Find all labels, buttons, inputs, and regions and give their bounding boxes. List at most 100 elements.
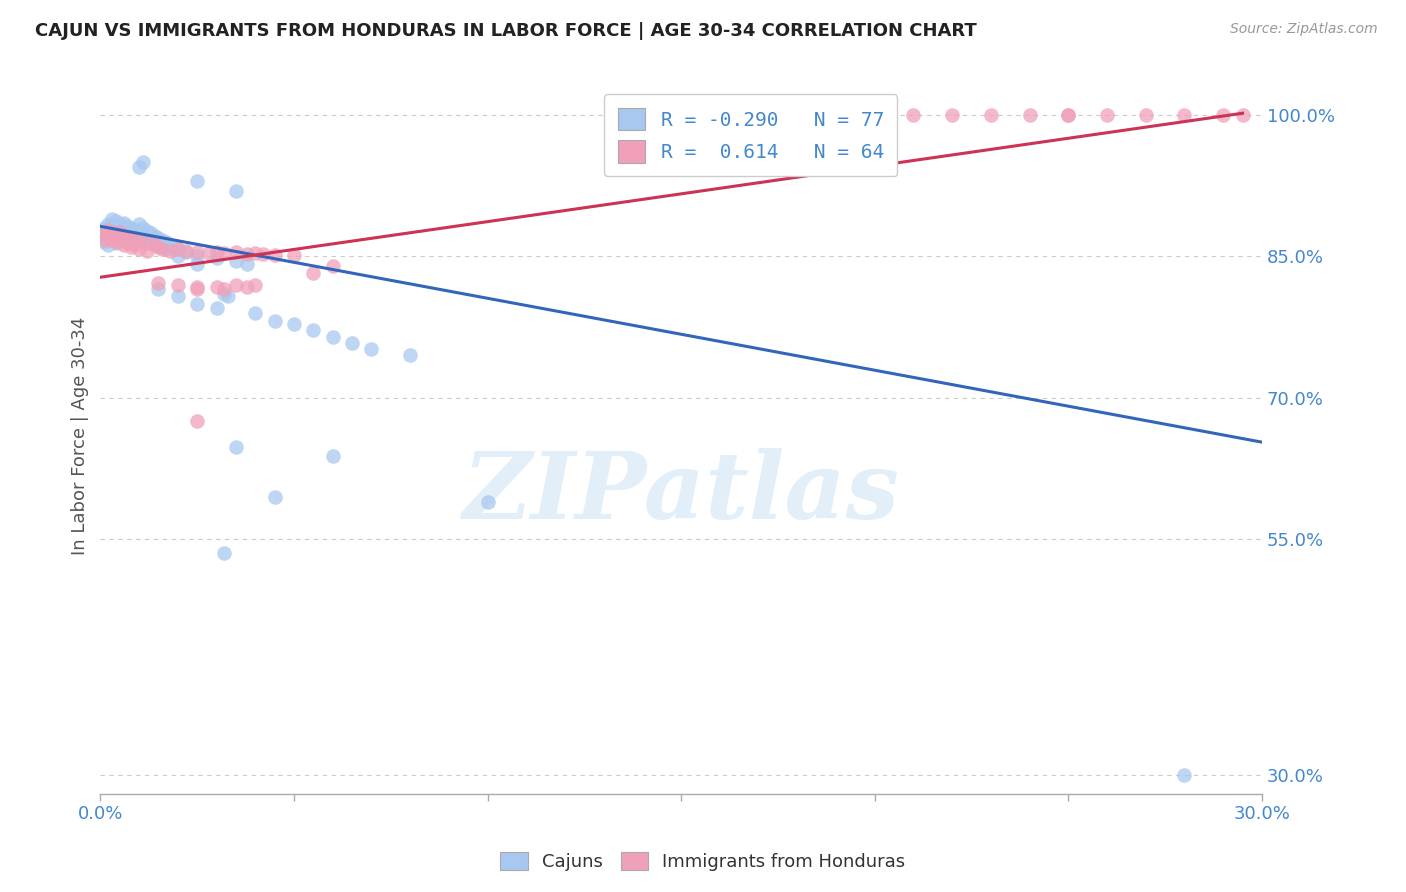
Point bbox=[135, 244, 157, 258]
Point bbox=[97, 230, 120, 244]
Point bbox=[786, 108, 808, 122]
Point bbox=[120, 227, 142, 242]
Point bbox=[236, 279, 259, 293]
Point bbox=[124, 230, 146, 244]
Point bbox=[245, 306, 267, 320]
Point bbox=[143, 238, 166, 252]
Point bbox=[205, 244, 228, 259]
Point bbox=[1173, 108, 1195, 122]
Point bbox=[263, 313, 285, 327]
Point bbox=[225, 277, 247, 292]
Y-axis label: In Labor Force | Age 30-34: In Labor Force | Age 30-34 bbox=[72, 317, 89, 555]
Point bbox=[245, 245, 267, 260]
Point bbox=[120, 233, 142, 247]
Point bbox=[135, 224, 157, 238]
Point bbox=[174, 244, 197, 259]
Point bbox=[128, 218, 150, 232]
Point bbox=[97, 238, 120, 252]
Point bbox=[302, 267, 325, 281]
Point bbox=[124, 238, 146, 252]
Point bbox=[186, 250, 208, 264]
Point bbox=[283, 318, 305, 332]
Point bbox=[97, 223, 120, 237]
Point bbox=[980, 108, 1002, 122]
Point bbox=[166, 250, 188, 264]
Point bbox=[128, 235, 150, 249]
Point bbox=[212, 245, 235, 260]
Point bbox=[1135, 108, 1157, 122]
Point bbox=[93, 226, 115, 240]
Point bbox=[340, 336, 363, 351]
Point bbox=[1173, 768, 1195, 782]
Point bbox=[124, 230, 146, 244]
Point bbox=[108, 217, 131, 231]
Point bbox=[117, 219, 139, 234]
Text: ZIPatlas: ZIPatlas bbox=[463, 448, 900, 538]
Point bbox=[97, 217, 120, 231]
Point bbox=[399, 348, 422, 362]
Point bbox=[225, 244, 247, 259]
Point bbox=[159, 238, 181, 252]
Point bbox=[117, 225, 139, 239]
Text: CAJUN VS IMMIGRANTS FROM HONDURAS IN LABOR FORCE | AGE 30-34 CORRELATION CHART: CAJUN VS IMMIGRANTS FROM HONDURAS IN LAB… bbox=[35, 22, 977, 40]
Point bbox=[186, 296, 208, 310]
Point bbox=[166, 289, 188, 303]
Point bbox=[186, 174, 208, 188]
Point bbox=[108, 230, 131, 244]
Point bbox=[112, 230, 135, 244]
Point bbox=[93, 221, 115, 235]
Point bbox=[135, 236, 157, 251]
Point bbox=[104, 235, 127, 250]
Point bbox=[302, 323, 325, 337]
Point bbox=[135, 231, 157, 245]
Point bbox=[108, 233, 131, 247]
Point bbox=[120, 240, 142, 254]
Text: Source: ZipAtlas.com: Source: ZipAtlas.com bbox=[1230, 22, 1378, 37]
Point bbox=[104, 227, 127, 242]
Point bbox=[166, 277, 188, 292]
Point bbox=[1212, 108, 1234, 122]
Legend: Cajuns, Immigrants from Honduras: Cajuns, Immigrants from Honduras bbox=[494, 845, 912, 879]
Point bbox=[245, 277, 267, 292]
Point bbox=[212, 287, 235, 301]
Point bbox=[186, 283, 208, 297]
Point bbox=[148, 230, 170, 244]
Point bbox=[322, 329, 344, 343]
Point bbox=[186, 279, 208, 293]
Point bbox=[186, 257, 208, 271]
Point bbox=[322, 450, 344, 464]
Point bbox=[205, 252, 228, 266]
Point bbox=[163, 240, 186, 254]
Point bbox=[101, 225, 124, 239]
Point bbox=[236, 257, 259, 271]
Point bbox=[322, 259, 344, 273]
Point bbox=[174, 244, 197, 258]
Point bbox=[93, 226, 115, 240]
Point bbox=[148, 240, 170, 254]
Point bbox=[101, 219, 124, 234]
Point bbox=[150, 233, 173, 247]
Point bbox=[903, 108, 925, 122]
Point bbox=[1095, 108, 1118, 122]
Point bbox=[186, 244, 208, 259]
Point bbox=[104, 236, 127, 251]
Point bbox=[93, 235, 115, 250]
Point bbox=[283, 247, 305, 261]
Point bbox=[150, 242, 173, 256]
Point bbox=[166, 242, 188, 256]
Point bbox=[139, 234, 162, 248]
Point bbox=[225, 254, 247, 268]
Point bbox=[132, 155, 155, 169]
Point bbox=[128, 225, 150, 239]
Point bbox=[97, 230, 120, 244]
Point bbox=[93, 234, 115, 248]
Point bbox=[143, 228, 166, 243]
Point bbox=[1057, 108, 1080, 122]
Point bbox=[225, 440, 247, 454]
Point bbox=[263, 247, 285, 261]
Point bbox=[155, 235, 177, 250]
Point bbox=[124, 223, 146, 237]
Point bbox=[148, 276, 170, 290]
Point bbox=[217, 289, 239, 303]
Point bbox=[101, 233, 124, 247]
